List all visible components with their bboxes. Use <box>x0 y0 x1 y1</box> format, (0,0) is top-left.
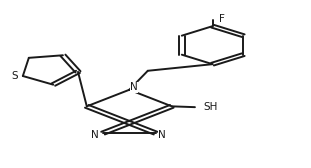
Text: N: N <box>130 82 138 92</box>
Text: S: S <box>12 71 18 81</box>
Text: SH: SH <box>204 102 218 112</box>
Text: N: N <box>159 130 166 140</box>
Text: F: F <box>219 14 225 24</box>
Text: N: N <box>91 130 99 140</box>
